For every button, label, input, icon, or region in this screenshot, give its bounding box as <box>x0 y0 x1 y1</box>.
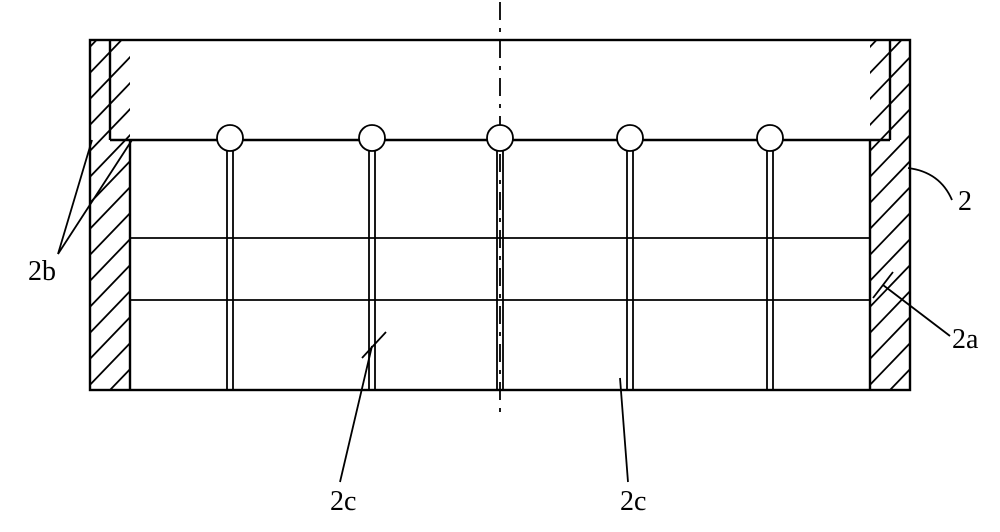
technical-diagram: 2 2a 2b 2c 2c <box>0 0 1000 532</box>
label-2: 2 <box>958 186 972 217</box>
label-2a: 2a <box>952 324 979 355</box>
label-2b: 2b <box>28 256 56 287</box>
leaders <box>58 140 952 482</box>
label-2c: 2c <box>330 486 356 517</box>
pin-heads <box>217 125 783 151</box>
label-2c: 2c <box>620 486 646 517</box>
